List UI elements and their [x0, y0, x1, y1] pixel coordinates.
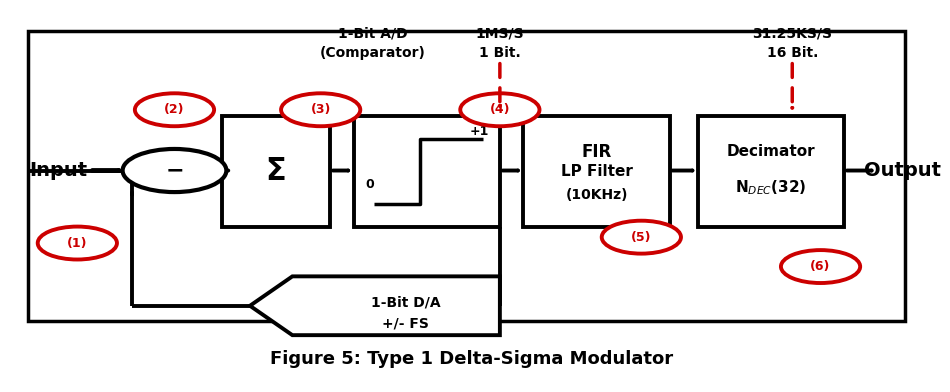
Bar	[698, 116, 845, 227]
Text: Σ: Σ	[265, 157, 286, 186]
Bar	[28, 31, 905, 321]
Polygon shape	[250, 276, 500, 335]
Text: (1): (1)	[67, 236, 87, 250]
Text: +1: +1	[469, 125, 488, 138]
Text: 1-Bit D/A: 1-Bit D/A	[370, 296, 441, 310]
Text: (2): (2)	[164, 103, 184, 116]
Text: (10KHz): (10KHz)	[565, 188, 628, 202]
Text: Input: Input	[29, 161, 87, 180]
Text: FIR: FIR	[581, 143, 612, 161]
Circle shape	[135, 93, 214, 126]
Text: Figure 5: Type 1 Delta-Sigma Modulator: Figure 5: Type 1 Delta-Sigma Modulator	[270, 350, 674, 368]
Text: (3): (3)	[311, 103, 331, 116]
Text: (Comparator): (Comparator)	[319, 46, 426, 60]
Text: 1 Bit.: 1 Bit.	[479, 46, 521, 60]
Text: (5): (5)	[631, 230, 652, 244]
Text: Output: Output	[864, 161, 941, 180]
Bar	[353, 116, 500, 227]
Text: 0: 0	[365, 178, 373, 191]
Text: 16 Bit.: 16 Bit.	[767, 46, 818, 60]
Text: +/- FS: +/- FS	[382, 316, 429, 330]
Circle shape	[123, 149, 226, 192]
Text: Decimator: Decimator	[727, 144, 815, 160]
Circle shape	[601, 221, 681, 254]
Text: 31.25KS/S: 31.25KS/S	[752, 26, 832, 40]
Circle shape	[460, 93, 540, 126]
Text: 1MS/S: 1MS/S	[476, 26, 524, 40]
Text: (6): (6)	[810, 260, 830, 273]
Bar	[221, 116, 330, 227]
Text: N$_{DEC}$(32): N$_{DEC}$(32)	[735, 178, 807, 196]
Text: (4): (4)	[489, 103, 510, 116]
Bar	[523, 116, 670, 227]
Circle shape	[781, 250, 860, 283]
Circle shape	[281, 93, 360, 126]
Text: LP Filter: LP Filter	[560, 164, 633, 179]
Text: 1-Bit A/D: 1-Bit A/D	[338, 26, 408, 40]
Text: −: −	[165, 160, 183, 181]
Circle shape	[38, 227, 117, 260]
